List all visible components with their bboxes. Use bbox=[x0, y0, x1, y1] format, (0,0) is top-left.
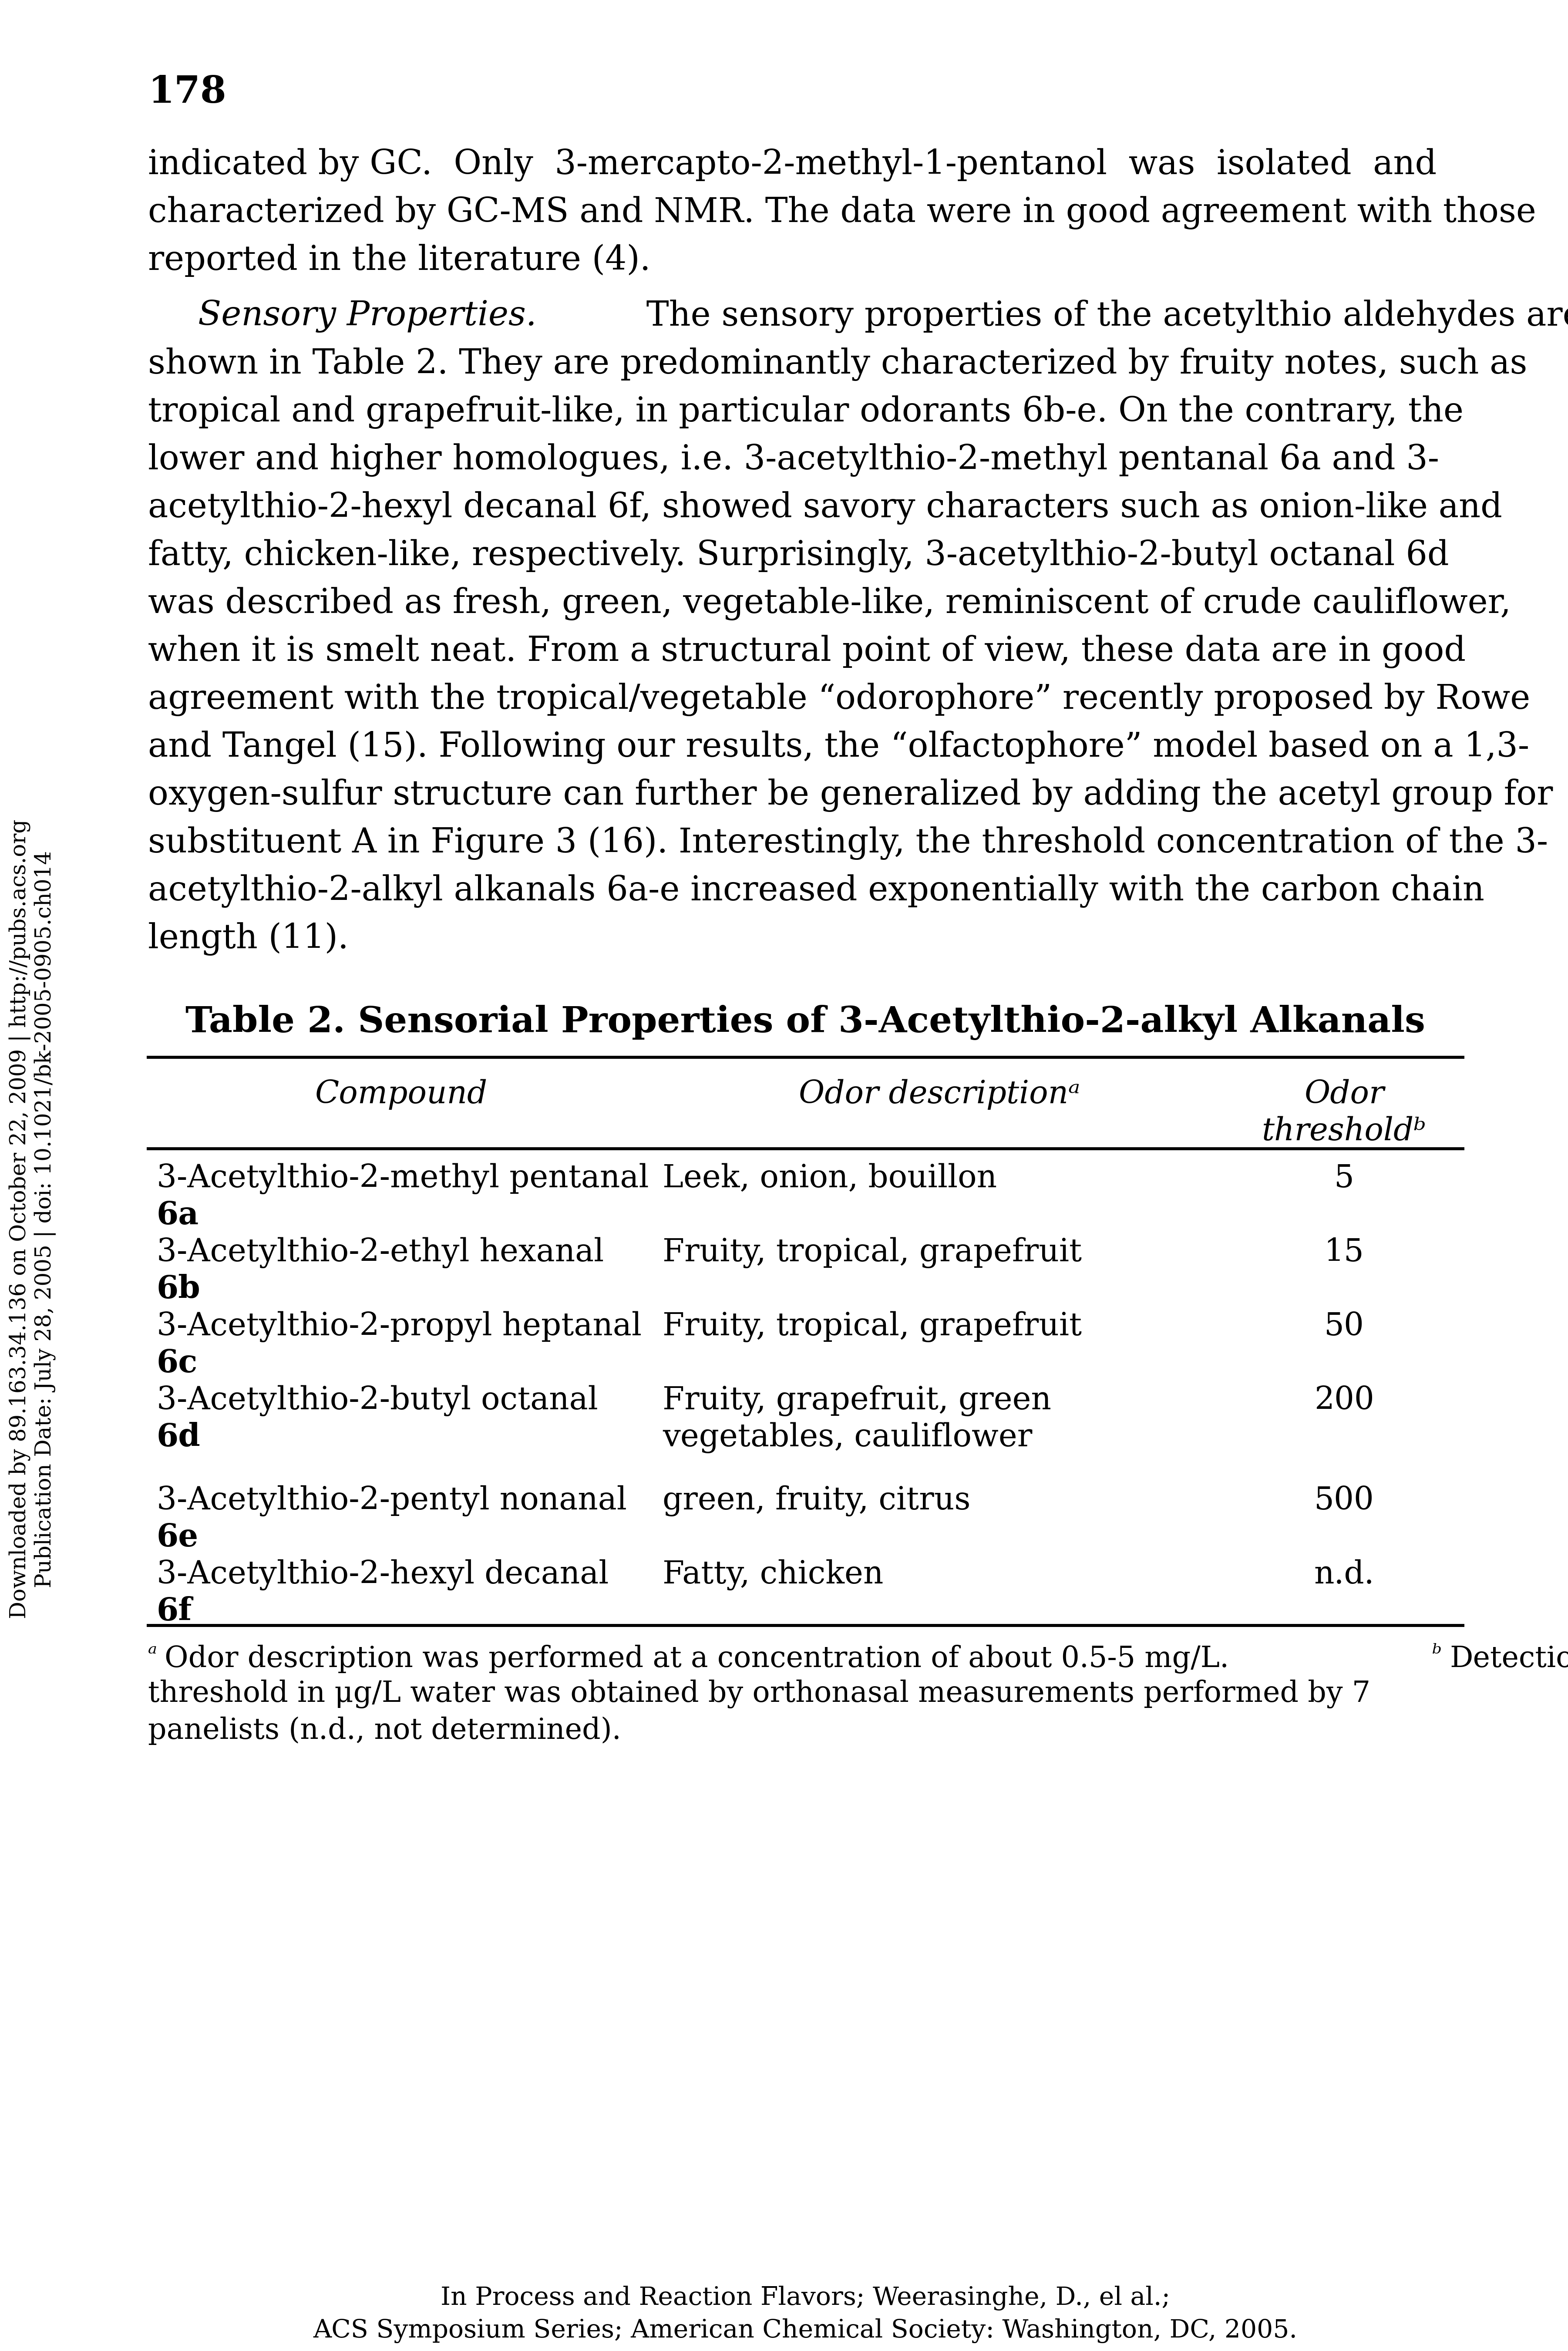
Text: 6c: 6c bbox=[157, 1347, 198, 1378]
Text: n.d.: n.d. bbox=[1314, 1559, 1374, 1589]
Text: ᵃ: ᵃ bbox=[147, 1643, 157, 1667]
Text: oxygen-sulfur structure can further be generalized by adding the acetyl group fo: oxygen-sulfur structure can further be g… bbox=[147, 778, 1552, 811]
Text: thresholdᵇ: thresholdᵇ bbox=[1262, 1117, 1427, 1147]
Text: threshold in μg/L water was obtained by orthonasal measurements performed by 7: threshold in μg/L water was obtained by … bbox=[147, 1679, 1370, 1709]
Text: was described as fresh, green, vegetable-like, reminiscent of crude cauliflower,: was described as fresh, green, vegetable… bbox=[147, 588, 1512, 621]
Text: ᵇ: ᵇ bbox=[1432, 1643, 1443, 1667]
Text: 6f: 6f bbox=[157, 1596, 193, 1627]
Text: 15: 15 bbox=[1323, 1237, 1364, 1267]
Text: 5: 5 bbox=[1334, 1164, 1355, 1194]
Text: 3-Acetylthio-2-hexyl decanal: 3-Acetylthio-2-hexyl decanal bbox=[157, 1559, 608, 1589]
Text: 500: 500 bbox=[1314, 1486, 1374, 1516]
Text: 6a: 6a bbox=[157, 1199, 199, 1232]
Text: agreement with the tropical/vegetable “odorophore” recently proposed by Rowe: agreement with the tropical/vegetable “o… bbox=[147, 682, 1530, 717]
Text: lower and higher homologues, i.e. 3-acetylthio-2-methyl pentanal 6a and 3-: lower and higher homologues, i.e. 3-acet… bbox=[147, 444, 1439, 477]
Text: reported in the literature (4).: reported in the literature (4). bbox=[147, 245, 651, 277]
Text: Odor descriptionᵃ: Odor descriptionᵃ bbox=[800, 1079, 1080, 1110]
Text: Fruity, grapefruit, green: Fruity, grapefruit, green bbox=[663, 1385, 1051, 1415]
Text: 3-Acetylthio-2-propyl heptanal: 3-Acetylthio-2-propyl heptanal bbox=[157, 1312, 641, 1342]
Text: vegetables, cauliflower: vegetables, cauliflower bbox=[663, 1422, 1032, 1453]
Text: 6b: 6b bbox=[157, 1274, 201, 1305]
Text: Leek, onion, bouillon: Leek, onion, bouillon bbox=[663, 1164, 997, 1194]
Text: shown in Table 2. They are predominantly characterized by fruity notes, such as: shown in Table 2. They are predominantly… bbox=[147, 348, 1527, 381]
Text: Odor description was performed at a concentration of about 0.5-5 mg/L.: Odor description was performed at a conc… bbox=[165, 1646, 1247, 1674]
Text: 50: 50 bbox=[1323, 1312, 1364, 1342]
Text: Compound: Compound bbox=[315, 1079, 488, 1110]
Text: In Process and Reaction Flavors; Weerasinghe, D., el al.;: In Process and Reaction Flavors; Weerasi… bbox=[441, 2285, 1170, 2311]
Text: Odor: Odor bbox=[1305, 1079, 1385, 1110]
Text: Fruity, tropical, grapefruit: Fruity, tropical, grapefruit bbox=[663, 1237, 1082, 1267]
Text: green, fruity, citrus: green, fruity, citrus bbox=[663, 1486, 971, 1516]
Text: Fatty, chicken: Fatty, chicken bbox=[663, 1559, 883, 1589]
Text: Fruity, tropical, grapefruit: Fruity, tropical, grapefruit bbox=[663, 1312, 1082, 1342]
Text: substituent A in Figure 3 (16). Interestingly, the threshold concentration of th: substituent A in Figure 3 (16). Interest… bbox=[147, 825, 1548, 860]
Text: characterized by GC-MS and NMR. The data were in good agreement with those: characterized by GC-MS and NMR. The data… bbox=[147, 195, 1537, 230]
Text: indicated by GC.  Only  3-mercapto-2-methyl-1-pentanol  was  isolated  and: indicated by GC. Only 3-mercapto-2-methy… bbox=[147, 148, 1436, 181]
Text: fatty, chicken-like, respectively. Surprisingly, 3-acetylthio-2-butyl octanal 6d: fatty, chicken-like, respectively. Surpr… bbox=[147, 538, 1449, 571]
Text: 6d: 6d bbox=[157, 1422, 201, 1453]
Text: ACS Symposium Series; American Chemical Society: Washington, DC, 2005.: ACS Symposium Series; American Chemical … bbox=[314, 2318, 1297, 2344]
Text: 3-Acetylthio-2-butyl octanal: 3-Acetylthio-2-butyl octanal bbox=[157, 1385, 597, 1415]
Text: The sensory properties of the acetylthio aldehydes are: The sensory properties of the acetylthio… bbox=[635, 299, 1568, 334]
Text: Downloaded by 89.163.34.136 on October 22, 2009 | http://pubs.acs.org
Publicatio: Downloaded by 89.163.34.136 on October 2… bbox=[9, 818, 56, 1620]
Text: 200: 200 bbox=[1314, 1385, 1374, 1415]
Text: length (11).: length (11). bbox=[147, 922, 348, 955]
Text: when it is smelt neat. From a structural point of view, these data are in good: when it is smelt neat. From a structural… bbox=[147, 635, 1466, 668]
Text: 178: 178 bbox=[147, 73, 226, 110]
Text: acetylthio-2-alkyl alkanals 6a-e increased exponentially with the carbon chain: acetylthio-2-alkyl alkanals 6a-e increas… bbox=[147, 875, 1485, 907]
Text: 6e: 6e bbox=[157, 1521, 199, 1554]
Text: 3-Acetylthio-2-pentyl nonanal: 3-Acetylthio-2-pentyl nonanal bbox=[157, 1486, 627, 1516]
Text: Detection: Detection bbox=[1449, 1646, 1568, 1674]
Text: Table 2. Sensorial Properties of 3-Acetylthio-2-alkyl Alkanals: Table 2. Sensorial Properties of 3-Acety… bbox=[185, 1004, 1425, 1039]
Text: and Tangel (15). Following our results, the “olfactophore” model based on a 1,3-: and Tangel (15). Following our results, … bbox=[147, 731, 1529, 764]
Text: panelists (n.d., not determined).: panelists (n.d., not determined). bbox=[147, 1716, 621, 1744]
Text: acetylthio-2-hexyl decanal 6f, showed savory characters such as onion-like and: acetylthio-2-hexyl decanal 6f, showed sa… bbox=[147, 491, 1502, 524]
Text: 3-Acetylthio-2-ethyl hexanal: 3-Acetylthio-2-ethyl hexanal bbox=[157, 1237, 604, 1267]
Text: Sensory Properties.: Sensory Properties. bbox=[198, 299, 536, 334]
Text: 3-Acetylthio-2-methyl pentanal: 3-Acetylthio-2-methyl pentanal bbox=[157, 1164, 649, 1194]
Text: tropical and grapefruit-like, in particular odorants 6b-e. On the contrary, the: tropical and grapefruit-like, in particu… bbox=[147, 395, 1463, 428]
